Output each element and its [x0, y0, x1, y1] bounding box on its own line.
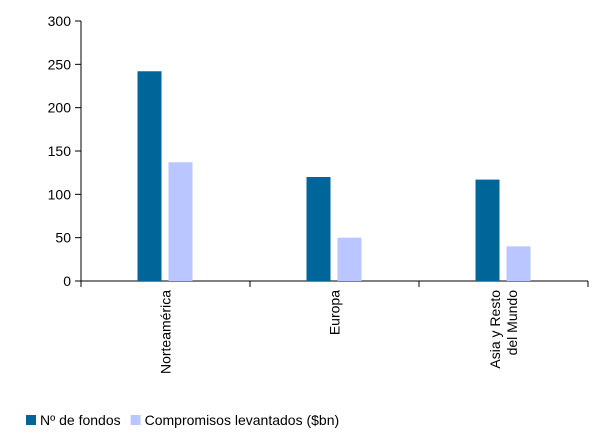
- legend-swatch: [130, 415, 141, 425]
- legend-label: Nº de fondos: [40, 412, 121, 428]
- x-axis: [80, 280, 589, 287]
- y-tick-label: 250: [48, 56, 72, 72]
- legend-label: Compromisos levantados ($bn): [145, 412, 340, 428]
- category-label-line: del Mundo: [504, 290, 520, 356]
- bar-compromisos-2: [506, 246, 531, 281]
- category-label-0: Norteamérica: [158, 290, 174, 374]
- bar-compromisos-0: [168, 162, 193, 281]
- bar-fondos-0: [137, 71, 162, 282]
- category-label-line: Europa: [327, 290, 343, 335]
- bars: [137, 71, 531, 282]
- category-label-1: Europa: [327, 290, 343, 335]
- category-labels: Norteamérica Europa Asia y Resto del Mundo: [158, 290, 521, 374]
- bar-compromisos-1: [337, 237, 362, 281]
- category-label-line: Norteamérica: [158, 290, 174, 374]
- y-tick-label: 100: [48, 186, 72, 202]
- y-tick-label: 150: [48, 143, 72, 159]
- legend: Nº de fondos Compromisos levantados ($bn): [26, 412, 339, 428]
- y-tick-label: 300: [48, 13, 72, 29]
- legend-swatch: [26, 415, 36, 425]
- y-axis: 0 50 100 150 200 250 300: [48, 13, 82, 289]
- y-tick-label: 50: [55, 230, 71, 246]
- category-label-line: Asia y Resto: [487, 290, 503, 369]
- bar-fondos-2: [475, 179, 500, 281]
- y-tick-label: 200: [48, 100, 72, 116]
- y-tick-label: 0: [63, 273, 71, 289]
- bar-fondos-1: [306, 177, 331, 281]
- legend-item-1: Compromisos levantados ($bn): [130, 412, 340, 428]
- legend-item-0: Nº de fondos: [26, 412, 121, 428]
- category-label-2: Asia y Resto del Mundo: [487, 290, 520, 369]
